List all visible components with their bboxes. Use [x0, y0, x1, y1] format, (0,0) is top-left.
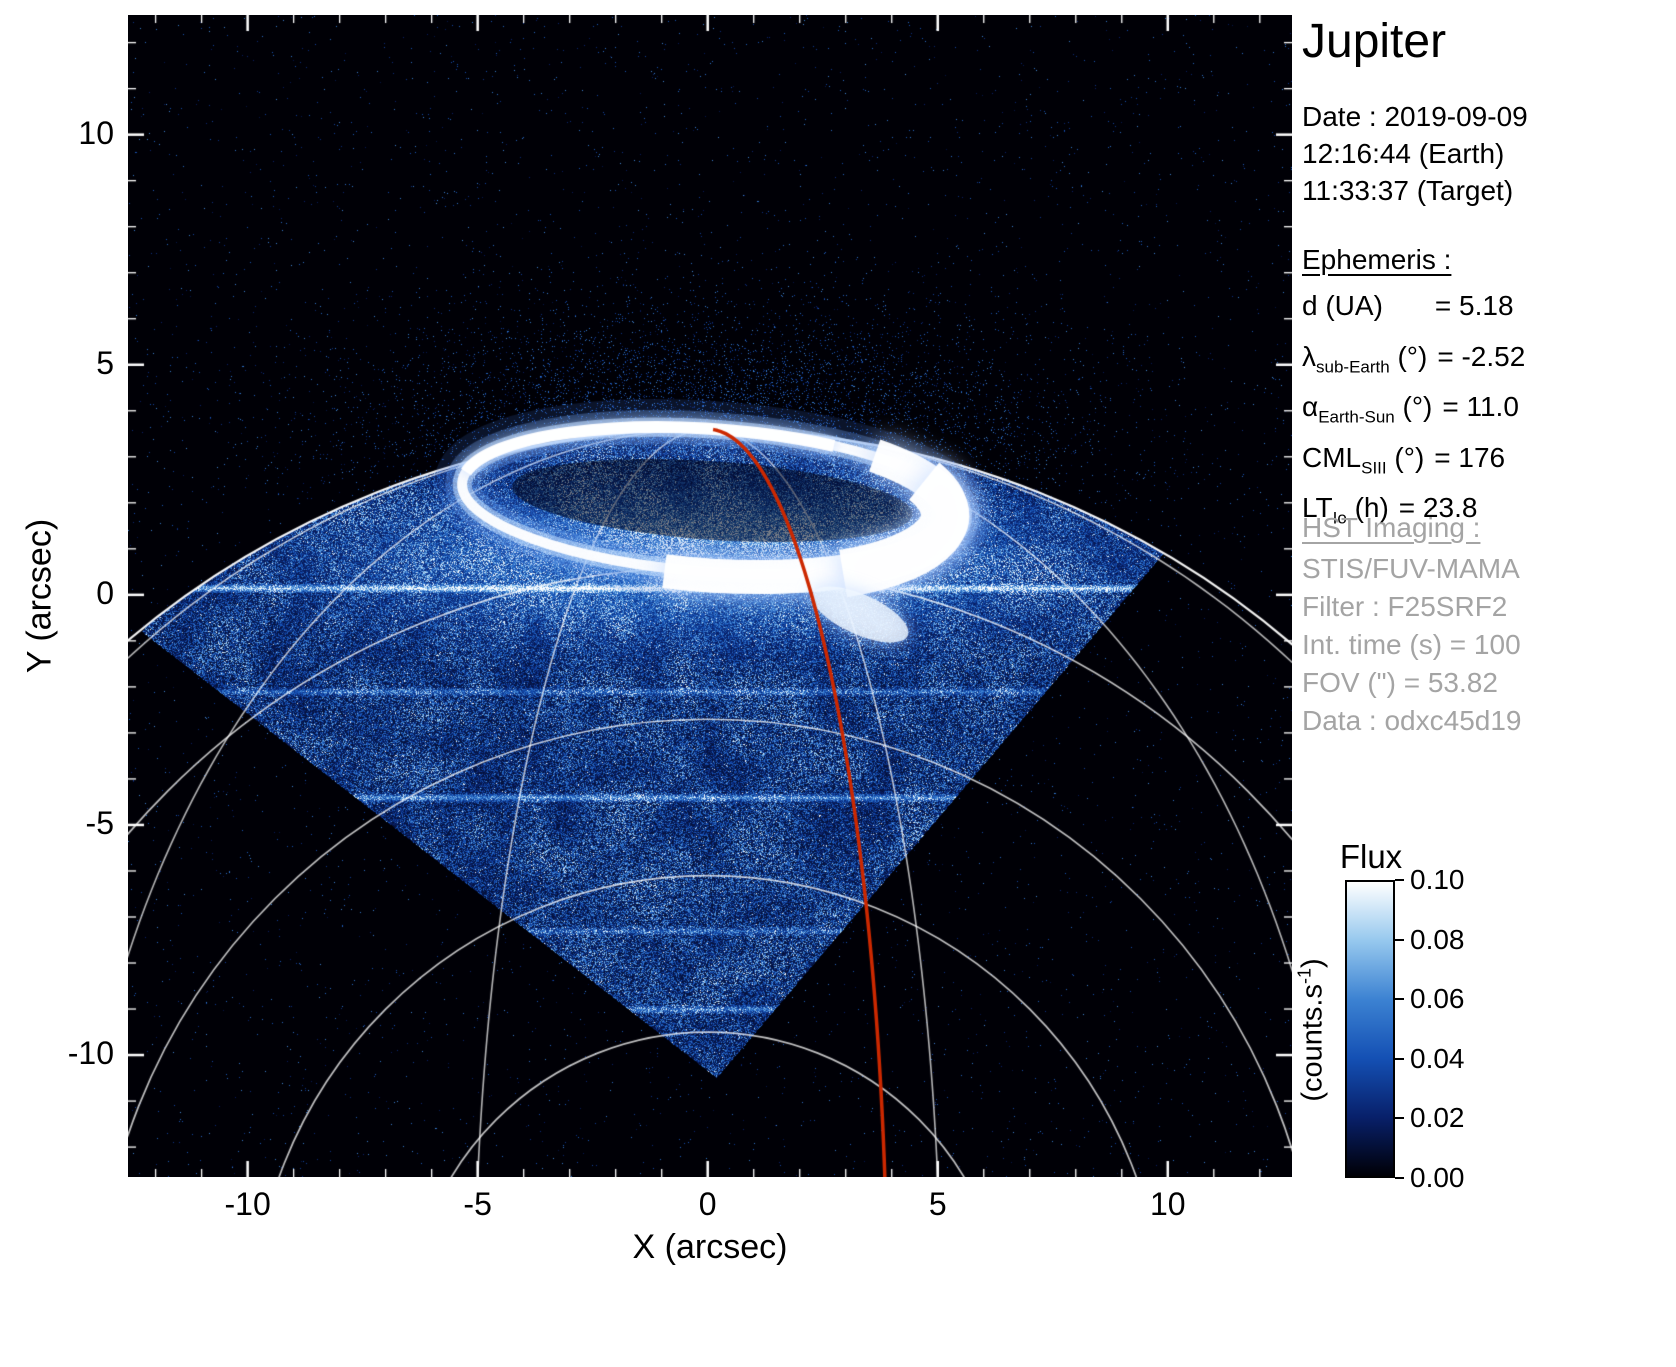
- hst-info-line: Data : odxc45d19: [1302, 702, 1522, 740]
- ephemeris-subscript: sub-Earth: [1316, 357, 1390, 376]
- colorbar-tick-label: 0.10: [1410, 864, 1465, 896]
- y-tick-label: -10: [0, 1035, 114, 1072]
- x-tick-label: 0: [699, 1186, 717, 1223]
- ephemeris-symbol: α: [1302, 391, 1318, 422]
- colorbar-tick: [1395, 939, 1404, 941]
- ephemeris-symbol: CML: [1302, 442, 1361, 473]
- plot-title: Jupiter: [1302, 14, 1446, 69]
- colorbar-tick: [1395, 1117, 1404, 1119]
- aurora-image-plot: [128, 15, 1292, 1177]
- x-tick-label: -5: [463, 1186, 491, 1223]
- colorbar-tick: [1395, 1058, 1404, 1060]
- y-tick-label: 10: [0, 115, 114, 152]
- hst-imaging-heading: HST Imaging :: [1302, 512, 1480, 544]
- ephemeris-heading: Ephemeris :: [1302, 244, 1451, 276]
- colorbar-unit-text: (counts.s: [1296, 984, 1328, 1102]
- ephemeris-subscript: Earth-Sun: [1318, 408, 1395, 427]
- colorbar-tick-label: 0.00: [1410, 1162, 1465, 1194]
- ephemeris-unit: (°): [1395, 391, 1433, 422]
- colorbar-tick-label: 0.02: [1410, 1102, 1465, 1134]
- date-line: 12:16:44 (Earth): [1302, 135, 1528, 172]
- ephemeris-symbol: d: [1302, 290, 1318, 321]
- colorbar-unit-close: ): [1296, 958, 1328, 968]
- x-tick-label: 5: [929, 1186, 947, 1223]
- ephemeris-unit: (°): [1390, 341, 1428, 372]
- jupiter-aurora-figure: X (arcsec) Y (arcsec) Jupiter Date : 201…: [0, 0, 1676, 1367]
- colorbar-gradient: [1347, 882, 1393, 1176]
- ephemeris-symbol: λ: [1302, 341, 1316, 372]
- date-line: 11:33:37 (Target): [1302, 172, 1528, 209]
- ephemeris-value: = 176: [1434, 442, 1505, 473]
- hst-info-line: STIS/FUV-MAMA: [1302, 550, 1522, 588]
- ephemeris-row: d (UA) = 5.18: [1302, 286, 1525, 337]
- ephemeris-unit: (°): [1387, 442, 1425, 473]
- colorbar-unit-label: (counts.s-1): [1295, 958, 1330, 1101]
- date-block: Date : 2019-09-09 12:16:44 (Earth) 11:33:3…: [1302, 98, 1528, 209]
- y-tick-label: 5: [0, 345, 114, 382]
- hst-info-line: Int. time (s) = 100: [1302, 626, 1522, 664]
- x-tick-label: 10: [1150, 1186, 1186, 1223]
- ephemeris-value: = 11.0: [1442, 391, 1519, 422]
- ephemeris-unit: (UA): [1318, 290, 1383, 321]
- hst-info-line: Filter : F25SRF2: [1302, 588, 1522, 626]
- colorbar-tick: [1395, 1177, 1404, 1179]
- colorbar-tick-label: 0.04: [1410, 1043, 1465, 1075]
- ephemeris-row: λsub-Earth (°) = -2.52: [1302, 337, 1525, 388]
- x-tick-label: -10: [224, 1186, 270, 1223]
- colorbar: [1345, 880, 1395, 1178]
- colorbar-unit-superscript: -1: [1295, 968, 1315, 984]
- colorbar-tick-label: 0.08: [1410, 924, 1465, 956]
- ephemeris-row: αEarth-Sun (°) = 11.0: [1302, 387, 1525, 438]
- ephemeris-value: = -2.52: [1437, 341, 1525, 372]
- ephemeris-subscript: SIII: [1361, 458, 1387, 477]
- ephemeris-row: CMLSIII (°) = 176: [1302, 438, 1525, 489]
- y-tick-label: 0: [0, 575, 114, 612]
- date-line: Date : 2019-09-09: [1302, 98, 1528, 135]
- colorbar-tick: [1395, 998, 1404, 1000]
- y-tick-label: -5: [0, 805, 114, 842]
- ephemeris-value: = 5.18: [1435, 290, 1514, 321]
- colorbar-tick-label: 0.06: [1410, 983, 1465, 1015]
- hst-info-line: FOV (") = 53.82: [1302, 664, 1522, 702]
- x-axis-title: X (arcsec): [128, 1228, 1292, 1267]
- hst-imaging-block: STIS/FUV-MAMA Filter : F25SRF2 Int. time (…: [1302, 550, 1522, 740]
- ephemeris-list: d (UA) = 5.18 λsub-Earth (°) = -2.52 αEarth-…: [1302, 286, 1525, 539]
- colorbar-tick: [1395, 879, 1404, 881]
